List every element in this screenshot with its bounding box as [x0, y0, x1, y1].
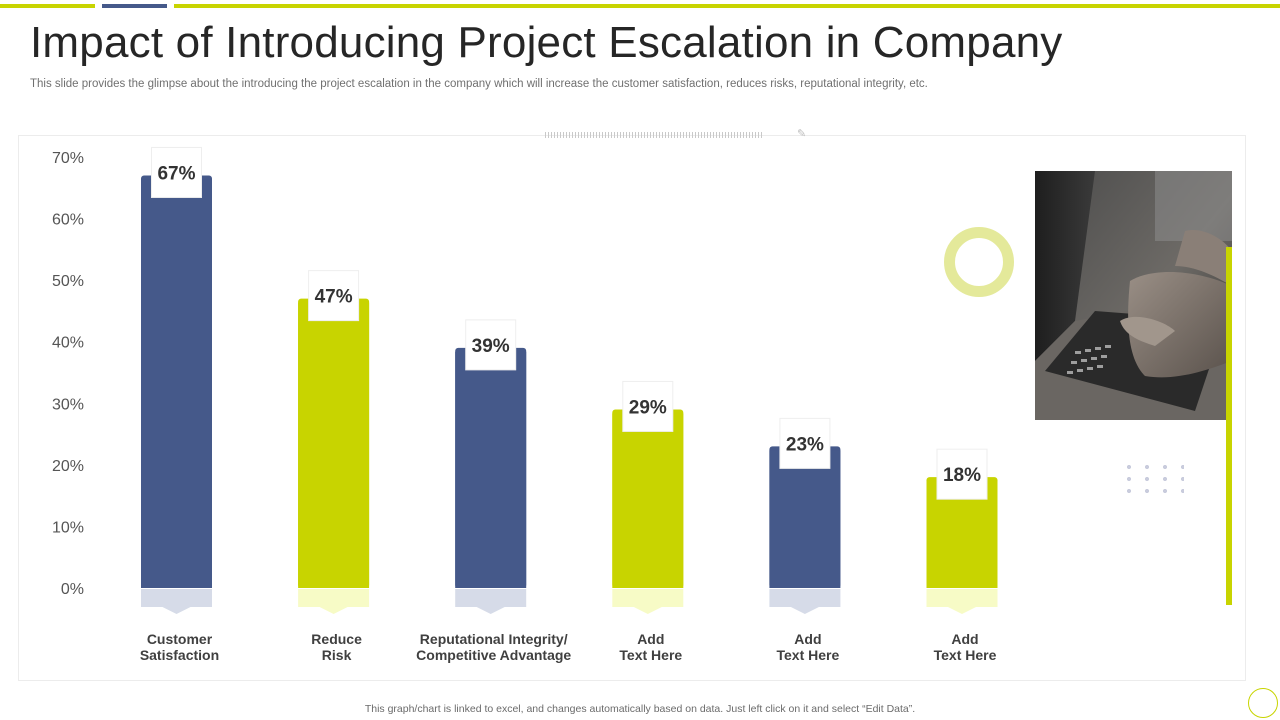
top-accent-bar-navy	[102, 4, 167, 8]
x-category-label: Risk	[322, 647, 352, 663]
page-title: Impact of Introducing Project Escalation…	[30, 18, 1063, 67]
y-tick-label: 70%	[52, 150, 84, 167]
x-category-label: Satisfaction	[140, 647, 219, 663]
decorative-vertical-bar	[1226, 247, 1232, 605]
data-label: 47%	[315, 287, 353, 308]
data-label-box	[151, 146, 202, 198]
x-category-label: Add	[951, 631, 978, 647]
data-label: 29%	[629, 397, 667, 418]
bar-body	[141, 179, 212, 588]
x-category-label: Add	[794, 631, 821, 647]
x-category-label: Competitive Advantage	[416, 647, 571, 663]
y-tick-label: 40%	[52, 335, 84, 352]
y-tick-label: 10%	[52, 519, 84, 536]
data-label-box	[936, 448, 988, 500]
data-label: 67%	[157, 163, 195, 184]
top-accent-bar-right	[174, 4, 1280, 8]
bar-base	[298, 589, 370, 614]
x-category-label: Text Here	[619, 647, 682, 663]
pencil-icon[interactable]: ✎	[797, 128, 807, 140]
laptop-typing-photo	[1035, 171, 1232, 420]
chart-footnote: This graph/chart is linked to excel, and…	[364, 703, 916, 715]
y-tick-label: 50%	[52, 273, 84, 290]
decorative-dots	[1120, 461, 1184, 501]
top-accent-bar-left	[0, 4, 95, 8]
data-label-box	[779, 417, 831, 469]
bar-body	[455, 351, 527, 588]
bar-body	[769, 450, 841, 588]
x-category-label: Reduce	[311, 631, 362, 647]
chart-drag-handle[interactable]	[545, 132, 763, 138]
bar-base	[455, 589, 527, 614]
data-label-box	[465, 319, 517, 371]
bar-base	[612, 589, 684, 614]
bar-body	[298, 302, 370, 588]
bar-base	[769, 589, 841, 614]
x-category-label: Customer	[147, 631, 213, 647]
x-category-label: Add	[637, 631, 664, 647]
corner-ring	[1248, 688, 1278, 718]
y-tick-label: 0%	[61, 581, 84, 598]
data-label-box	[622, 380, 674, 432]
bar-base	[926, 589, 998, 614]
bar-body	[612, 413, 684, 588]
x-category-label: Reputational Integrity/	[420, 631, 568, 647]
x-category-label: Text Here	[777, 647, 840, 663]
data-label: 23%	[786, 434, 824, 455]
data-label: 39%	[472, 336, 510, 357]
decorative-ring	[944, 227, 1014, 297]
page-subtitle: This slide provides the glimpse about th…	[30, 78, 928, 90]
x-category-label: Text Here	[934, 647, 997, 663]
data-label-box	[308, 270, 360, 322]
y-tick-label: 60%	[52, 212, 84, 229]
bar-base	[141, 589, 212, 614]
data-label: 18%	[943, 465, 981, 486]
y-tick-label: 20%	[52, 458, 84, 475]
y-tick-label: 30%	[52, 396, 84, 413]
